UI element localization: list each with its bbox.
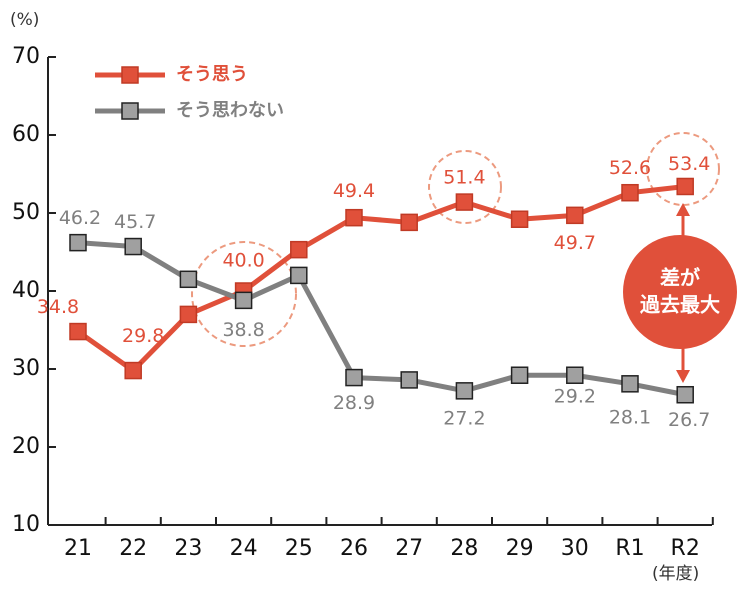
annotation-text: 差が [660,266,700,290]
x-tick-label: 23 [174,536,202,561]
y-unit: (%) [10,10,39,30]
point [455,193,474,211]
point [566,206,584,225]
legend-label: そう思わない [176,100,284,121]
point [69,233,87,252]
y-tick-label: 60 [12,122,40,147]
value-label: 28.1 [609,406,651,428]
y-tick-label: 40 [12,278,40,303]
point [69,322,87,341]
x-tick-label: 30 [561,536,589,561]
x-tick-label: R1 [615,536,644,561]
point [290,266,308,285]
value-label: 28.9 [333,392,375,414]
value-label: 27.2 [443,407,485,429]
series: 46.2 45.7 38.8 28.9 27.2 29.2 28.1 26.7 [59,207,711,431]
series-line [77,240,686,398]
x-tick-label: 29 [506,536,534,561]
x-unit: (年度) [652,564,699,584]
series: 34.8 29.8 40.0 49.4 51.4 49.7 52.6 53.4 [37,153,710,380]
y-tick-label: 10 [12,512,40,537]
y-tick-label: 20 [12,434,40,459]
x-tick-label: R2 [671,536,700,561]
series-line [76,183,686,374]
point [621,183,639,202]
arrow-head [676,203,690,216]
highlight-circle [428,150,502,224]
x-tick-label: 21 [64,536,92,561]
point [676,177,694,196]
value-label: 29.2 [554,386,596,408]
highlights [191,132,720,347]
highlight-circle [646,132,720,206]
annotation-text: 過去最大 [640,293,720,317]
point [290,240,308,259]
value-label: 34.8 [37,296,79,318]
point [345,208,363,227]
point [621,375,639,393]
point [400,213,418,232]
y-tick-label: 70 [12,44,40,69]
point [510,366,529,384]
value-label: 45.7 [114,211,156,233]
arrow-head [676,370,690,383]
highlight-circle [191,241,297,347]
point [234,291,253,310]
x-tick-label: 26 [340,536,368,561]
value-label: 38.8 [222,319,264,341]
y-tick-label: 50 [12,200,40,225]
point [345,368,363,387]
value-label: 51.4 [443,167,485,189]
point [400,371,418,389]
value-label: 53.4 [668,153,710,175]
value-label: 46.2 [59,207,101,229]
annotation: 差が 過去最大 [623,203,737,383]
point [566,366,584,384]
value-label: 29.8 [122,325,164,347]
legend-marker [121,66,139,84]
point [124,361,142,380]
legend-label: そう思う [176,64,248,85]
point [124,237,142,256]
x-tick-label: 25 [285,536,313,561]
value-label: 49.7 [554,232,596,254]
x-tick-label: 27 [395,536,423,561]
legend-marker [121,102,139,120]
x-tick-label: 28 [450,536,478,561]
value-label: 52.6 [609,157,651,179]
x-tick-label: 22 [119,536,147,561]
annotation-circle [623,235,737,349]
point [179,305,198,324]
point [455,382,474,400]
point [179,270,198,289]
y-tick-label: 30 [12,356,40,381]
x-tick-label: 24 [230,536,258,561]
value-label: 49.4 [333,180,375,202]
value-label: 40.0 [222,250,264,272]
point [676,385,694,404]
point [510,210,529,228]
value-label: 26.7 [668,409,710,431]
